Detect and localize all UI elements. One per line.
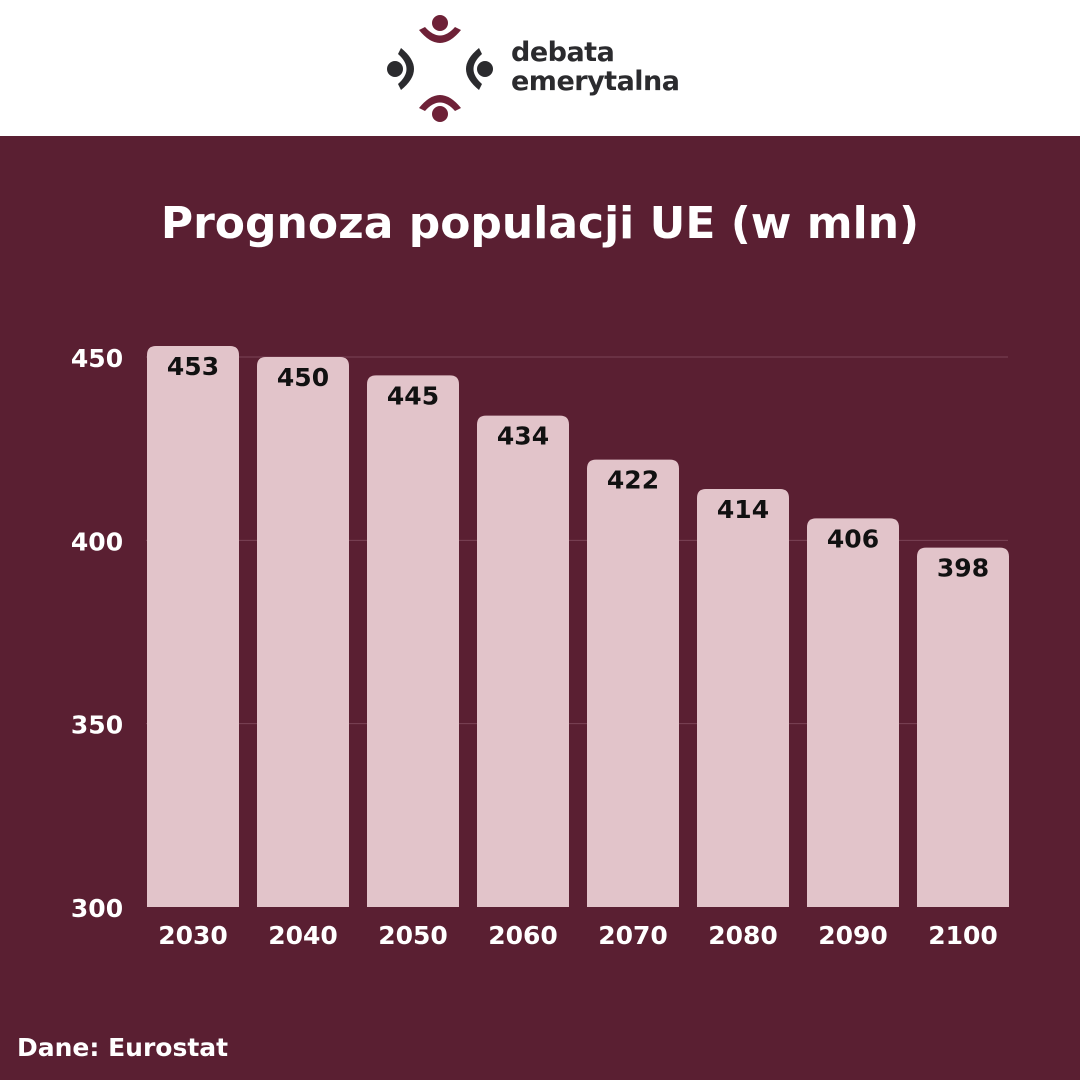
logo-bottom-arc — [419, 95, 461, 111]
x-tick-label: 2050 — [378, 921, 448, 950]
header: debata emerytalna — [0, 0, 1080, 136]
x-tick-label: 2040 — [268, 921, 338, 950]
x-tick-label: 2030 — [158, 921, 228, 950]
x-tick-label: 2060 — [488, 921, 558, 950]
x-tick-label: 2070 — [598, 921, 668, 950]
bar-value-label: 434 — [497, 422, 549, 451]
bar-value-label: 422 — [607, 466, 659, 495]
bar-value-label: 406 — [827, 524, 879, 553]
y-tick-label: 400 — [71, 527, 123, 556]
bar-2070 — [587, 459, 679, 907]
x-tick-label: 2090 — [818, 921, 888, 950]
logo-left-head — [387, 61, 403, 77]
bars: 453 450 445 434 422 414 406 398 — [147, 346, 1009, 907]
bar-value-label: 398 — [937, 554, 989, 583]
logo-top-arc — [419, 27, 461, 43]
bar-value-label: 453 — [167, 352, 219, 381]
bar-value-label: 414 — [717, 495, 769, 524]
logo-right-arc — [466, 48, 482, 90]
x-axis: 2030 2040 2050 2060 2070 2080 2090 2100 — [158, 921, 998, 950]
bar-2100 — [917, 547, 1009, 907]
logo-right-head — [477, 61, 493, 77]
chart-title: Prognoza populacji UE (w mln) — [160, 198, 920, 249]
x-tick-label: 2080 — [708, 921, 778, 950]
bar-value-label: 445 — [387, 381, 439, 410]
y-tick-label: 300 — [71, 894, 123, 923]
logo-bottom-head — [432, 106, 448, 122]
y-tick-label: 350 — [71, 711, 123, 740]
bar-2090 — [807, 518, 899, 907]
x-tick-label: 2100 — [928, 921, 998, 950]
logo-top-head — [432, 15, 448, 31]
bar-2030 — [147, 346, 239, 907]
bar-2060 — [477, 415, 569, 907]
y-axis: 300 350 400 450 — [71, 344, 123, 923]
bar-2080 — [697, 489, 789, 907]
logo-wordmark: debata emerytalna — [511, 38, 680, 96]
bar-value-label: 450 — [277, 363, 329, 392]
logo-line-2: emerytalna — [511, 66, 680, 97]
logo-line-1: debata — [511, 37, 615, 68]
y-tick-label: 450 — [71, 344, 123, 373]
bar-2040 — [257, 357, 349, 907]
source-note: Dane: Eurostat — [17, 1033, 229, 1062]
logo-left-arc — [398, 48, 414, 90]
debata-emerytalna-logo-icon — [387, 15, 493, 122]
bar-2050 — [367, 375, 459, 907]
